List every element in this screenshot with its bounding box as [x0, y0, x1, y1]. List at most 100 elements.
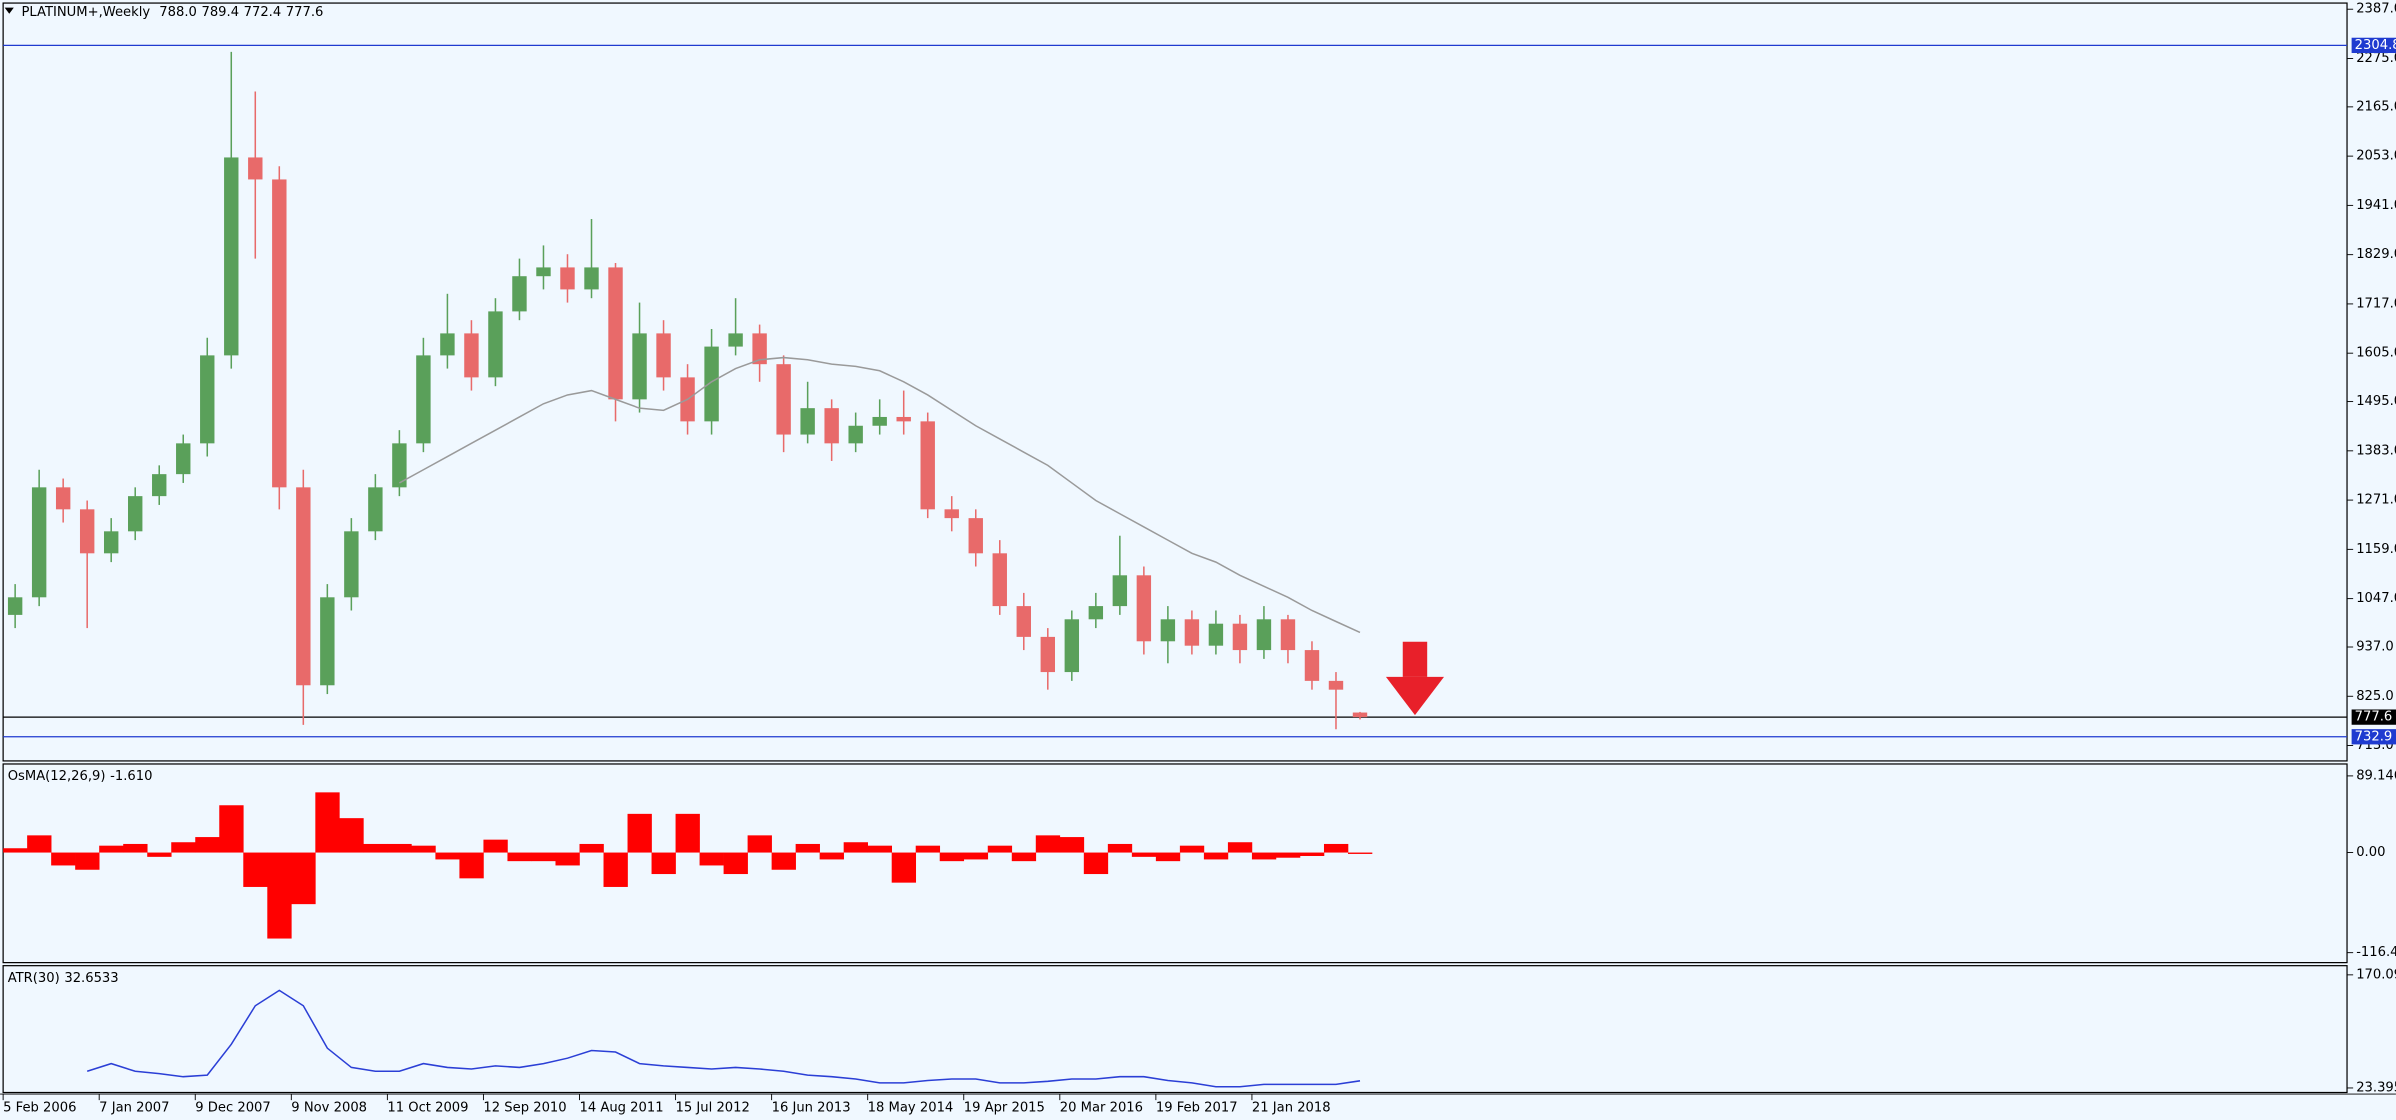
osma-bar: [219, 805, 244, 853]
osma-bar: [963, 852, 989, 860]
candle-body: [560, 267, 575, 290]
candle-body: [7, 597, 23, 615]
osma-bar: [1323, 843, 1349, 853]
collapse-icon[interactable]: [4, 7, 14, 14]
osma-bar: [531, 852, 556, 862]
osma-bar: [483, 839, 508, 853]
x-tick-label: 5 Feb 2006: [3, 1100, 76, 1115]
candle-body: [416, 355, 431, 444]
level-label-box: [2351, 729, 2396, 745]
candle-body: [464, 333, 479, 378]
osma-bar: [843, 842, 868, 853]
candle-body: [944, 509, 959, 519]
y-tick-label: 89.146: [2356, 768, 2396, 783]
osma-bar: [147, 852, 172, 857]
y-tick-label: 1271.0: [2356, 493, 2396, 508]
osma-bar: [459, 852, 484, 879]
candle-body: [752, 333, 767, 365]
x-tick-label: 19 Apr 2015: [964, 1100, 1045, 1115]
osma-bar: [339, 818, 364, 853]
y-tick-label: 1159.0: [2356, 542, 2396, 557]
candle-body: [224, 157, 239, 356]
osma-bar: [603, 852, 628, 887]
candle-body: [1352, 712, 1368, 718]
candle-body: [1088, 606, 1104, 620]
candle-body: [992, 553, 1007, 607]
candle-body: [872, 416, 887, 426]
candle-body: [200, 355, 215, 444]
osma-bar: [1203, 852, 1229, 860]
candle-body: [344, 531, 359, 598]
osma-bar: [1179, 845, 1205, 853]
osma-bar: [387, 843, 412, 853]
osma-bar: [987, 845, 1013, 853]
y-tick-label: 2053.0: [2356, 149, 2396, 164]
candle-body: [79, 509, 95, 554]
arrow-head: [1385, 676, 1445, 716]
candle-body: [1112, 575, 1128, 607]
candle-body: [368, 487, 383, 532]
candle-body: [31, 487, 47, 598]
osma-bar: [507, 852, 532, 862]
arrow-shaft: [1402, 641, 1428, 677]
x-tick-label: 16 Jun 2013: [772, 1100, 851, 1115]
candle-body: [392, 443, 407, 488]
moving-average: [399, 356, 1361, 634]
candle-body: [728, 333, 743, 347]
candle-body: [1232, 623, 1248, 651]
osma-bar: [579, 843, 604, 853]
candle-body: [296, 487, 311, 686]
candle-body: [800, 408, 815, 435]
candle-body: [704, 346, 719, 422]
osma-bar: [243, 852, 268, 887]
atr-line: [86, 989, 1361, 1088]
y-tick-label: 1829.0: [2356, 247, 2396, 262]
osma-bar: [1347, 852, 1373, 854]
candle-body: [1328, 680, 1344, 690]
candle-body: [248, 157, 263, 180]
candle-body: [824, 408, 839, 444]
x-tick-label: 14 Aug 2011: [579, 1100, 663, 1115]
y-tick-label: 170.093: [2356, 967, 2396, 982]
osma-bar: [939, 852, 965, 862]
candle-body: [1304, 650, 1320, 681]
x-tick-label: 20 Mar 2016: [1060, 1100, 1143, 1115]
chart-header: PLATINUM+,Weekly 788.0 789.4 772.4 777.6: [21, 5, 323, 20]
osma-bar: [867, 845, 893, 853]
osma-bar: [99, 845, 124, 853]
osma-bar: [651, 852, 676, 875]
candle-body: [1016, 606, 1031, 637]
indicator-header: ATR(30) 32.6533: [8, 970, 119, 985]
ohlc-value: 789.4: [201, 5, 239, 20]
osma-bar: [267, 852, 292, 939]
osma-bar: [123, 843, 148, 853]
osma-bar: [291, 852, 316, 905]
indicator-value: 32.6533: [64, 970, 118, 985]
level-label: 2304.8: [2355, 38, 2396, 53]
osma-bar: [1131, 852, 1157, 857]
y-tick-label: 2275.0: [2356, 51, 2396, 66]
osma-bar: [1275, 852, 1301, 858]
osma-bar: [1059, 837, 1085, 853]
level-label-box: [2351, 37, 2396, 54]
osma-bar: [1083, 852, 1109, 875]
x-tick-label: 12 Sep 2010: [483, 1100, 566, 1115]
osma-bar: [891, 852, 917, 883]
y-tick-label: 0.00: [2356, 845, 2385, 860]
osma-bar: [27, 835, 52, 853]
osma-bar: [771, 852, 796, 870]
candle-body: [776, 364, 791, 435]
x-tick-label: 18 May 2014: [868, 1100, 954, 1115]
indicator-value: -1.610: [110, 769, 152, 784]
candle-body: [320, 597, 335, 686]
candle-body: [896, 416, 911, 422]
y-tick-label: 2165.0: [2356, 99, 2396, 114]
x-tick-label: 7 Jan 2007: [99, 1100, 169, 1115]
sell-arrow: [1385, 641, 1445, 716]
candle-body: [440, 333, 455, 356]
ohlc-value: 777.6: [286, 5, 324, 20]
y-tick-label: 1717.0: [2356, 296, 2396, 311]
y-tick-label: 2387.0: [2356, 2, 2396, 17]
